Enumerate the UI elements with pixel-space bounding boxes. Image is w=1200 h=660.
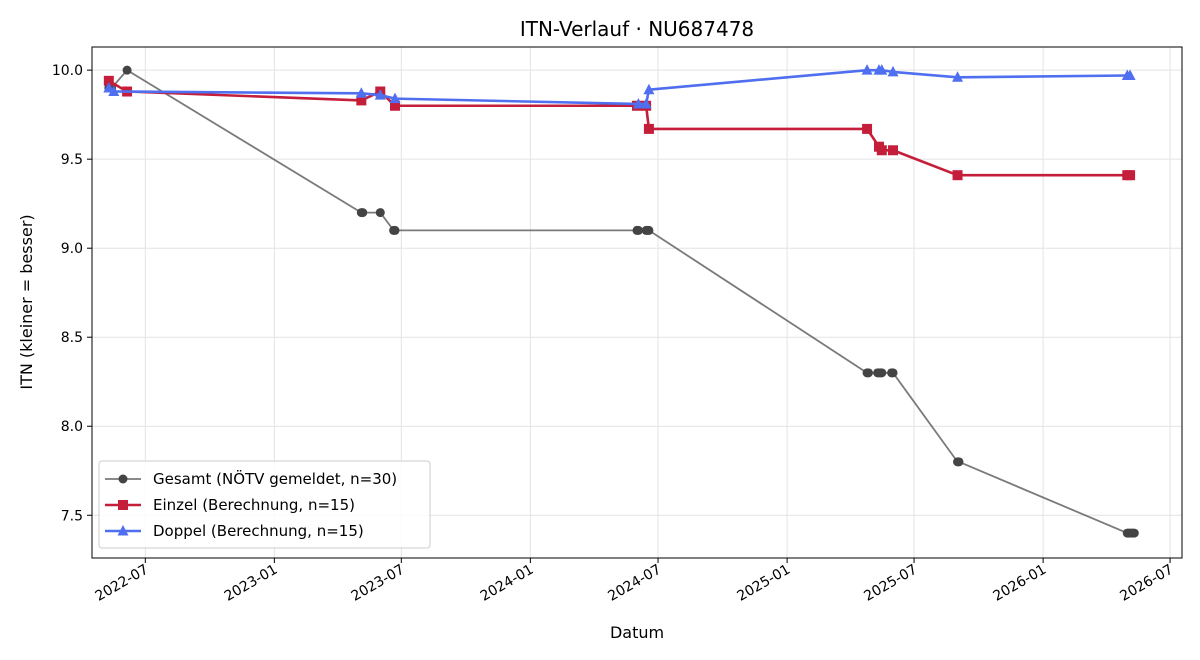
series-0 xyxy=(104,65,1139,538)
data-point xyxy=(876,64,888,75)
data-point xyxy=(375,208,385,218)
data-point xyxy=(643,123,654,134)
y-tick-label: 9.0 xyxy=(61,241,83,257)
data-point xyxy=(954,457,964,467)
data-point xyxy=(877,368,887,378)
data-point xyxy=(1125,170,1136,181)
x-axis-title: Datum xyxy=(610,623,664,642)
series-layer xyxy=(103,64,1139,538)
data-point xyxy=(1129,528,1139,538)
data-point xyxy=(952,71,964,82)
legend-marker xyxy=(117,525,129,536)
data-point xyxy=(640,97,652,109)
legend-label: Doppel (Berechnung, n=15) xyxy=(153,522,364,540)
y-tick-label: 10.0 xyxy=(52,63,83,79)
series-2 xyxy=(103,64,1136,109)
grid-lines xyxy=(92,47,1182,558)
data-point xyxy=(862,123,873,134)
chart-title: ITN-Verlauf · NU687478 xyxy=(520,17,754,41)
data-point xyxy=(861,64,873,75)
legend: Gesamt (NÖTV gemeldet, n=30) Einzel (Bere… xyxy=(98,460,431,549)
data-point xyxy=(108,85,120,97)
data-point xyxy=(876,145,887,156)
data-point xyxy=(390,225,400,235)
data-point xyxy=(356,95,367,106)
data-point xyxy=(888,145,899,156)
data-point xyxy=(632,97,644,109)
data-point xyxy=(390,100,401,111)
y-axis: 7.5 8.0 8.5 9.0 9.5 10.0 xyxy=(52,63,92,524)
data-point xyxy=(374,89,386,100)
legend-marker xyxy=(118,500,128,510)
data-point xyxy=(1124,69,1136,80)
y-axis-title: ITN (kleiner = besser) xyxy=(17,214,36,389)
y-tick-label: 8.0 xyxy=(61,419,83,435)
y-tick-label: 8.5 xyxy=(61,330,83,346)
y-tick-label: 9.5 xyxy=(61,152,83,168)
plot-frame xyxy=(91,46,1183,559)
data-point xyxy=(122,65,132,75)
data-point xyxy=(888,368,898,378)
data-point xyxy=(389,92,401,104)
data-point xyxy=(952,170,963,181)
y-tick-label: 7.5 xyxy=(61,508,83,524)
legend-label: Einzel (Berechnung, n=15) xyxy=(153,496,355,514)
legend-marker xyxy=(118,474,128,484)
data-point xyxy=(644,225,654,235)
data-point xyxy=(633,225,643,235)
data-point xyxy=(103,75,114,86)
data-point xyxy=(643,83,655,95)
legend-box xyxy=(98,460,431,549)
data-point xyxy=(355,87,367,98)
data-point xyxy=(863,368,873,378)
data-point xyxy=(358,208,368,218)
data-point xyxy=(887,65,899,77)
legend-label: Gesamt (NÖTV gemeldet, n=30) xyxy=(153,469,397,488)
